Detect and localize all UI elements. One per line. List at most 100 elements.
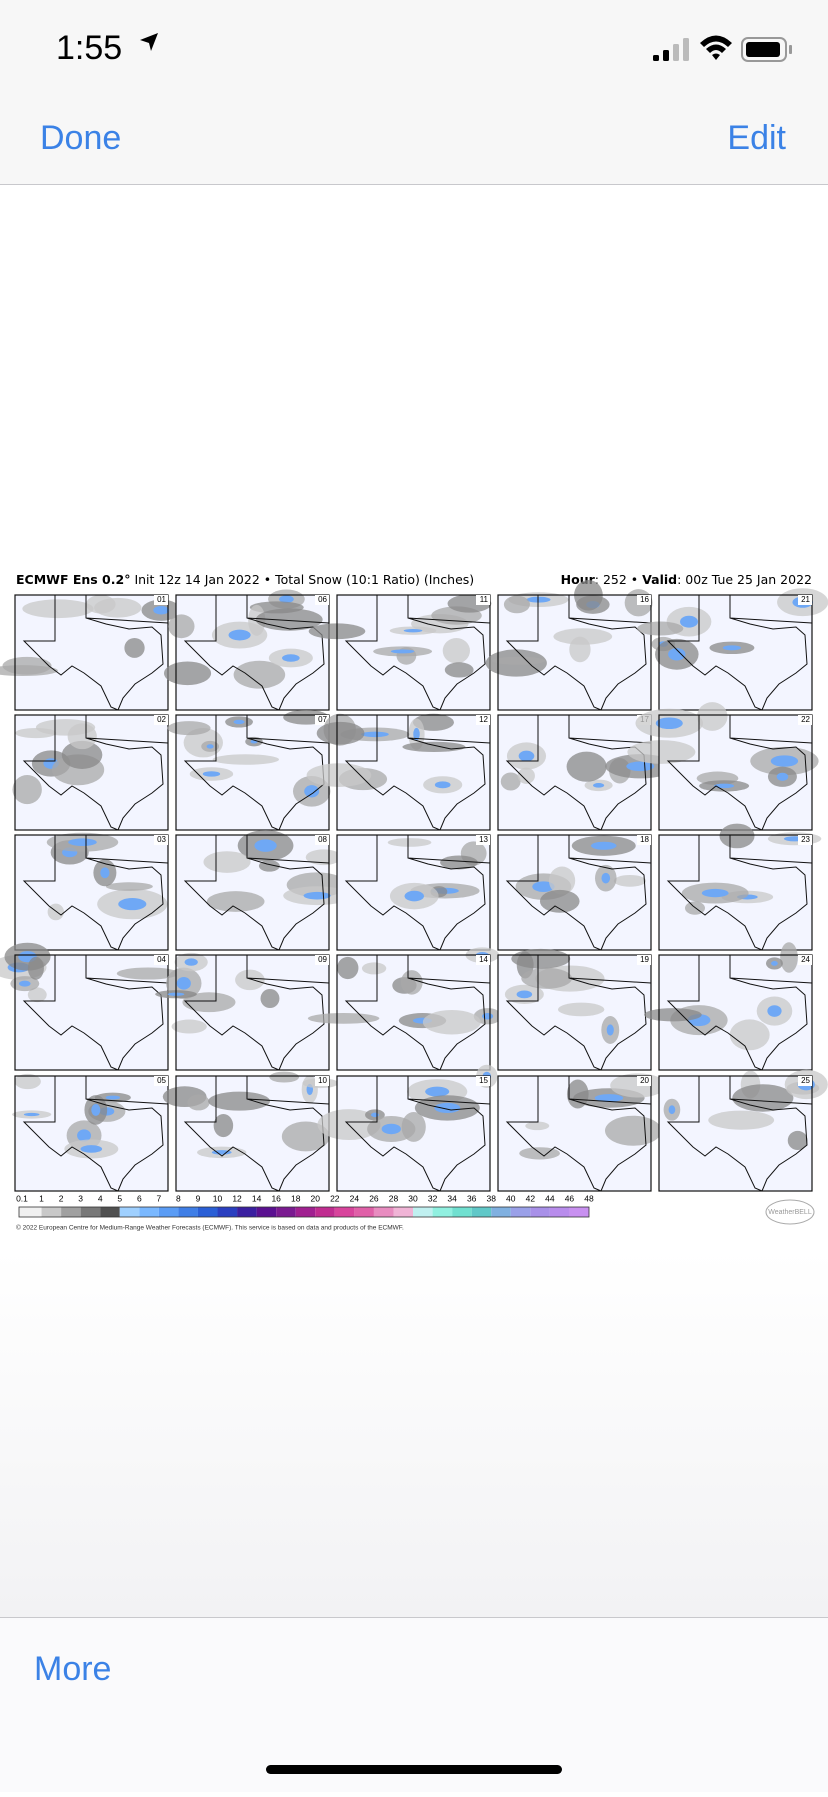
snow-shade [780, 942, 798, 973]
snow-shade [27, 987, 47, 1003]
map-panel: 06 [164, 589, 330, 711]
panel-border [658, 1075, 813, 1192]
snow-shade [553, 628, 613, 645]
snow-shade [381, 1123, 401, 1135]
map-panel: 04 [0, 942, 180, 1071]
colorbar-swatch [41, 1207, 62, 1217]
map-panel: 08 [175, 830, 352, 951]
colorbar-swatch [452, 1207, 472, 1217]
snow-shade [511, 948, 571, 969]
colorbar-swatch [178, 1207, 198, 1217]
state-outline [22, 1076, 169, 1192]
snow-shade [722, 645, 741, 651]
snow-shade [390, 649, 415, 654]
snow-shade [482, 1012, 494, 1020]
colorbar-label: 24 [350, 1193, 360, 1203]
snow-shade [604, 1115, 662, 1146]
panel-border [14, 1075, 169, 1192]
panel-border [336, 594, 491, 711]
colorbar-swatch [510, 1207, 531, 1217]
colorbar-swatch [237, 1207, 257, 1217]
snow-shade [680, 615, 698, 628]
map-panel: 19 [497, 948, 652, 1071]
panel-border [658, 594, 813, 711]
valid-label: Valid [642, 572, 677, 587]
panel-number-bg [154, 835, 168, 845]
colorbar-swatch [315, 1207, 335, 1217]
state-outline [344, 955, 491, 1071]
snow-shade [213, 1113, 234, 1138]
colorbar-swatch [119, 1207, 140, 1217]
snow-shade [361, 731, 389, 738]
colorbar-label: 28 [389, 1193, 399, 1203]
snow-shade [91, 1104, 101, 1116]
snow-shade [176, 977, 191, 990]
hour-value: : 252 • [595, 572, 638, 587]
snow-shade [203, 851, 251, 873]
snow-shade [387, 838, 432, 847]
snow-shade [668, 648, 686, 661]
battery-icon [741, 37, 792, 62]
panel-border [175, 594, 330, 711]
snow-shade [701, 888, 729, 898]
map-panel: 17 [497, 714, 676, 831]
map-panel: 24 [644, 942, 813, 1071]
valid-value: : 00z Tue 25 Jan 2022 [677, 572, 812, 587]
snow-shade [202, 771, 221, 777]
map-panel: 01 [0, 594, 181, 711]
snow-shade [767, 1005, 782, 1017]
snow-shade [206, 891, 265, 912]
snow-shade [732, 1084, 794, 1112]
snow-shade [708, 1110, 775, 1130]
colorbar-label: 18 [291, 1193, 301, 1203]
done-button[interactable]: Done [40, 119, 121, 157]
colorbar-border [18, 1206, 590, 1218]
panel-border [497, 594, 652, 711]
map-panel: 18 [497, 834, 652, 951]
edit-button[interactable]: Edit [727, 119, 786, 157]
panel-border [336, 834, 491, 951]
snow-shade [233, 719, 245, 725]
map-panel: 21 [637, 588, 828, 711]
colorbar-label: 7 [156, 1193, 161, 1203]
snow-shade [235, 969, 265, 991]
snow-shade [557, 1002, 605, 1017]
colorbar-label: 6 [137, 1193, 142, 1203]
snow-shade [105, 882, 153, 891]
state-outline [22, 595, 169, 711]
location-icon [140, 33, 158, 51]
panel-border [14, 594, 169, 711]
panel-border [658, 834, 813, 951]
state-outline [505, 955, 652, 1071]
colorbar-label: 9 [196, 1193, 201, 1203]
snow-shade [770, 755, 799, 767]
panel-border [175, 954, 330, 1071]
colorbar-label: 3 [78, 1193, 83, 1203]
home-indicator [266, 1765, 562, 1774]
panel-number-bg [476, 595, 490, 605]
snow-shade [15, 727, 57, 739]
panel-number-bg [637, 1076, 651, 1086]
snow-shade [211, 1150, 232, 1155]
image-title: ECMWF Ens 0.2° Init 12z 14 Jan 2022 • To… [16, 572, 474, 587]
snow-shade [403, 628, 423, 633]
svg-text:WeatherBELL: WeatherBELL [768, 1209, 812, 1216]
map-panel: 10 [162, 1071, 339, 1192]
panel-number: 08 [318, 835, 327, 844]
map-panel: 22 [627, 702, 819, 831]
panel-number: 15 [479, 1076, 488, 1085]
more-button[interactable]: More [34, 1650, 111, 1688]
panel-number-bg [798, 1076, 812, 1086]
panel-number: 12 [479, 715, 488, 724]
image-title-bold: ECMWF Ens 0.2° [16, 572, 130, 587]
state-outline [344, 1076, 491, 1192]
panel-number-bg [798, 715, 812, 725]
panel-number-bg [798, 595, 812, 605]
state-outline [505, 1076, 652, 1192]
snow-shade [305, 849, 342, 866]
panel-number: 25 [801, 1076, 810, 1085]
header-bg [0, 0, 828, 184]
snow-shade [94, 597, 142, 618]
state-outline [666, 1076, 813, 1192]
state-outline [666, 715, 813, 831]
